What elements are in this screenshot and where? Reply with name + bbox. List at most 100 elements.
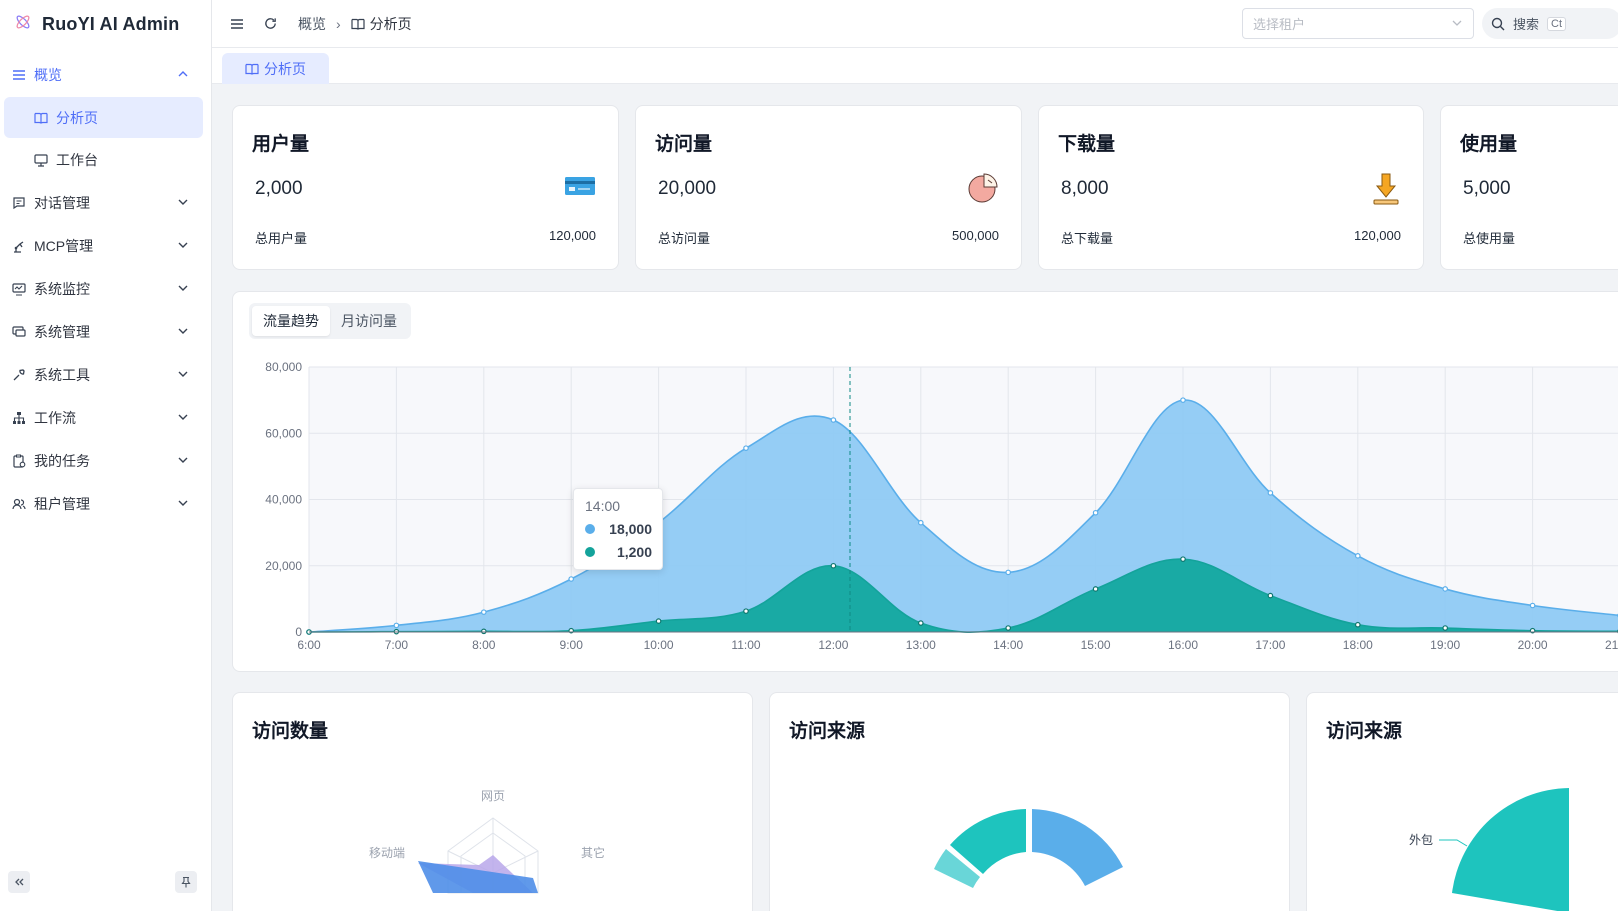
double-chevron-left-icon [15,878,24,886]
tab-analysis[interactable]: 分析页 [222,53,329,84]
panel-visit-source-donut: 访问来源 [769,692,1290,911]
search-shortcut: Ct [1547,16,1567,31]
stat-card-visits: 访问量 20,000 总访问量 500,000 [635,105,1022,270]
collapse-sidebar-button[interactable] [8,871,30,893]
refresh-button[interactable] [262,16,278,32]
stat-card-downloads: 下载量 8,000 总下载量 120,000 [1038,105,1424,270]
tabs-bar: 分析页 [212,48,1618,84]
pie-label: 外包 [1409,833,1433,847]
pie-chart: 外包 [1409,788,1569,911]
chat-icon [12,196,26,210]
sidebar-menu: 概览 分析页 工作台 对话管理 MCP管理 系统监控 系统管理 [0,53,211,525]
breadcrumb-item[interactable]: 概览 [298,15,326,32]
trend-chart[interactable]: 0 20,000 40,000 60,000 80,000 6:00 7:00 8:00 9:0… [233,292,1618,673]
pie-label-line [1439,839,1468,847]
stat-card-usage: 使用量 5,000 总使用量 [1440,105,1618,270]
data-point [743,608,749,614]
search-button[interactable]: 搜索 Ct [1482,8,1618,39]
data-point [1180,556,1186,562]
tooltip-value: 18,000 [609,521,652,537]
y-tick-label: 60,000 [265,426,302,440]
sidebar-item-workflow[interactable]: 工作流 [0,396,211,439]
tenant-select-placeholder: 选择租户 [1253,17,1306,32]
monitor-icon [12,282,26,296]
donut-slice [1032,809,1123,886]
logo-icon [14,13,32,36]
x-tick-label: 20:00 [1518,638,1548,652]
y-tick-label: 40,000 [265,493,302,507]
donut-chart [934,809,1123,888]
series-area [309,400,1618,632]
sidebar-item-monitor[interactable]: 系统监控 [0,267,211,310]
desktop-icon [12,325,26,339]
x-tick-label: 8:00 [472,638,496,652]
search-label: 搜索 [1513,17,1540,32]
sidebar-subitem-workbench[interactable]: 工作台 [4,139,203,180]
data-point [830,562,837,569]
sidebar-item-mcp[interactable]: MCP管理 [0,224,211,267]
download-icon [1371,172,1401,211]
tooltip-row: 18,000 [585,521,652,537]
sidebar-item-label: 系统工具 [34,366,90,383]
stat-title: 访问量 [655,134,713,155]
data-point [481,628,487,635]
sidebar-item-chat[interactable]: 对话管理 [0,181,211,224]
radar-axis-label: 移动端 [369,846,405,860]
series-line [308,399,1618,633]
sidebar-item-tenant[interactable]: 租户管理 [0,482,211,525]
stat-foot-value: 120,000 [1354,228,1401,243]
sidebar-item-system[interactable]: 系统管理 [0,310,211,353]
search-icon [1491,17,1505,30]
y-tick-label: 20,000 [265,559,302,573]
sidebar-subitem-analysis[interactable]: 分析页 [4,97,203,138]
book-icon [34,111,48,125]
trend-tabs: 流量趋势 月访问量 [249,303,411,339]
series-dot [585,524,595,534]
menu-icon [231,18,243,29]
data-point [1355,553,1361,559]
tenant-select[interactable]: 选择租户 [1242,8,1474,39]
menu-toggle-button[interactable] [229,16,245,32]
book-icon [245,63,259,75]
menu-icon [12,68,26,82]
brand[interactable]: RuoYI AI Admin [0,0,211,48]
breadcrumb: 概览 › 分析页 [298,14,412,34]
stat-title: 用户量 [252,134,310,155]
chevron-down-icon [177,410,189,426]
stat-value: 5,000 [1463,178,1511,199]
pie-slice [1452,788,1569,911]
stat-title: 下载量 [1058,134,1116,155]
sidebar-item-overview[interactable]: 概览 [0,53,211,96]
stat-value: 20,000 [658,178,717,199]
data-point [1005,625,1012,631]
x-tick-label: 13:00 [906,638,936,652]
pin-sidebar-button[interactable] [175,871,197,893]
tab-monthly-visits[interactable]: 月访问量 [341,313,397,329]
sidebar-item-label: 工作流 [34,409,76,426]
data-point [1092,509,1099,516]
chevron-up-icon [177,67,189,83]
stat-foot-value: 120,000 [549,228,596,243]
x-tick-label: 21:00 [1605,638,1618,652]
stat-foot-value: 500,000 [952,228,999,243]
chevron-down-icon [177,324,189,340]
tooltip-row: 1,200 [585,544,652,560]
x-tick-label: 7:00 [385,638,409,652]
data-point [917,620,924,626]
chart-tooltip: 14:00 18,000 1,200 [573,488,663,570]
sidebar-item-tasks[interactable]: 我的任务 [0,439,211,482]
x-tick-label: 17:00 [1255,638,1285,652]
panel-title: 访问数量 [252,721,329,742]
chevron-down-icon [177,195,189,211]
chevron-down-icon [177,238,189,254]
breadcrumb-current: 分析页 [351,14,412,34]
sidebar-item-label: MCP管理 [34,237,94,254]
tab-traffic-trend[interactable]: 流量趋势 [252,306,330,336]
sidebar-item-label: 对话管理 [34,194,90,211]
x-tick-label: 10:00 [644,638,674,652]
chevron-down-icon [1451,17,1463,32]
donut-slice [934,849,980,888]
data-point [393,622,400,629]
sidebar-item-tools[interactable]: 系统工具 [0,353,211,396]
sidebar-subitem-label: 分析页 [56,109,98,126]
